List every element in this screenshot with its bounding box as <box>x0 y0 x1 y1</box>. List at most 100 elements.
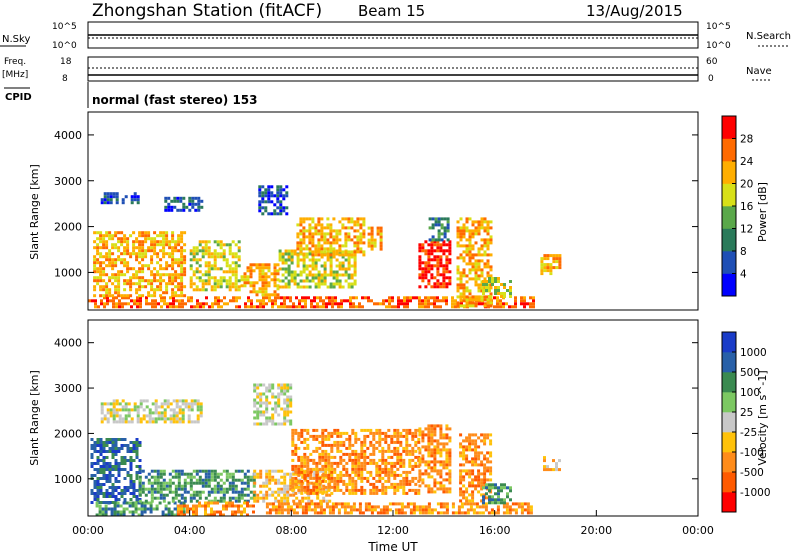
data-cell <box>480 271 484 275</box>
data-cell <box>178 302 181 306</box>
data-cell <box>347 276 351 280</box>
data-cell <box>103 305 106 309</box>
data-cell <box>362 217 366 221</box>
data-cell <box>348 440 352 444</box>
data-cell <box>474 262 478 266</box>
data-cell <box>177 493 181 497</box>
y-tick-label: 1000 <box>54 266 82 279</box>
data-cell <box>112 417 116 421</box>
data-cell <box>502 302 505 306</box>
data-cell <box>166 399 170 403</box>
data-cell <box>448 457 452 461</box>
data-cell <box>140 510 144 514</box>
data-cell <box>153 496 157 500</box>
data-cell <box>327 455 331 459</box>
data-cell <box>187 296 190 300</box>
data-cell <box>165 267 169 271</box>
data-cell <box>344 253 348 257</box>
data-cell <box>296 282 300 286</box>
data-cell <box>180 267 184 271</box>
data-cell <box>294 476 298 480</box>
data-cell <box>259 472 263 476</box>
data-cell <box>483 298 487 302</box>
data-cell <box>306 458 310 462</box>
data-cell <box>433 282 437 286</box>
data-cell <box>299 285 303 289</box>
data-cell <box>149 510 153 514</box>
data-cell <box>156 270 160 274</box>
data-cell <box>462 478 466 482</box>
data-cell <box>102 441 106 444</box>
data-cell <box>427 505 431 509</box>
data-cell <box>243 481 247 485</box>
data-cell <box>442 436 446 440</box>
data-cell <box>445 296 448 300</box>
data-cell <box>381 488 385 492</box>
data-cell <box>228 252 232 256</box>
data-cell <box>412 296 415 300</box>
data-cell <box>115 198 119 202</box>
data-cell <box>134 510 138 514</box>
data-cell <box>433 240 437 244</box>
data-cell <box>174 249 178 253</box>
data-cell <box>334 505 338 509</box>
data-cell <box>225 472 229 476</box>
data-cell <box>162 231 166 235</box>
data-cell <box>329 241 333 245</box>
data-cell <box>167 208 171 212</box>
data-cell <box>151 299 154 303</box>
data-cell <box>171 282 175 286</box>
data-cell <box>167 202 171 206</box>
data-cell <box>486 253 490 257</box>
data-cell <box>132 282 136 286</box>
data-cell <box>261 185 265 189</box>
data-cell <box>354 449 358 453</box>
data-cell <box>102 273 106 277</box>
data-cell <box>378 431 382 435</box>
data-cell <box>174 493 178 497</box>
colorbar-tick-label: 100 <box>740 387 760 399</box>
data-cell <box>350 273 354 277</box>
data-cell <box>436 246 440 250</box>
data-cell <box>255 290 259 294</box>
data-cell <box>363 464 367 468</box>
data-cell <box>302 279 306 283</box>
data-cell <box>145 414 149 418</box>
data-cell <box>201 481 205 485</box>
data-cell <box>351 458 355 462</box>
data-cell <box>194 208 198 212</box>
data-cell <box>326 226 330 230</box>
data-cell <box>329 244 333 248</box>
data-cell <box>486 304 490 308</box>
data-cell <box>328 302 331 306</box>
data-cell <box>304 478 308 482</box>
data-cell <box>430 451 434 455</box>
data-cell <box>480 487 484 491</box>
data-cell <box>195 510 198 514</box>
data-cell <box>172 417 176 421</box>
data-cell <box>195 472 199 476</box>
data-cell <box>264 284 268 288</box>
data-cell <box>177 273 181 277</box>
data-cell <box>320 244 324 248</box>
data-cell <box>262 383 266 387</box>
data-cell <box>291 437 295 441</box>
data-cell <box>358 508 362 512</box>
data-cell <box>448 258 452 262</box>
data-cell <box>340 505 344 509</box>
data-cell <box>436 285 440 289</box>
data-cell <box>424 273 428 277</box>
data-cell <box>150 493 154 497</box>
data-cell <box>353 279 357 283</box>
data-cell <box>151 411 155 415</box>
data-cell <box>352 305 355 309</box>
data-cell <box>297 446 301 450</box>
data-cell <box>222 469 226 473</box>
data-cell <box>252 287 256 291</box>
data-cell <box>135 252 139 256</box>
data-cell <box>108 279 112 283</box>
data-cell <box>264 290 268 294</box>
data-cell <box>103 302 106 306</box>
data-cell <box>246 275 250 279</box>
data-cell <box>459 493 463 497</box>
